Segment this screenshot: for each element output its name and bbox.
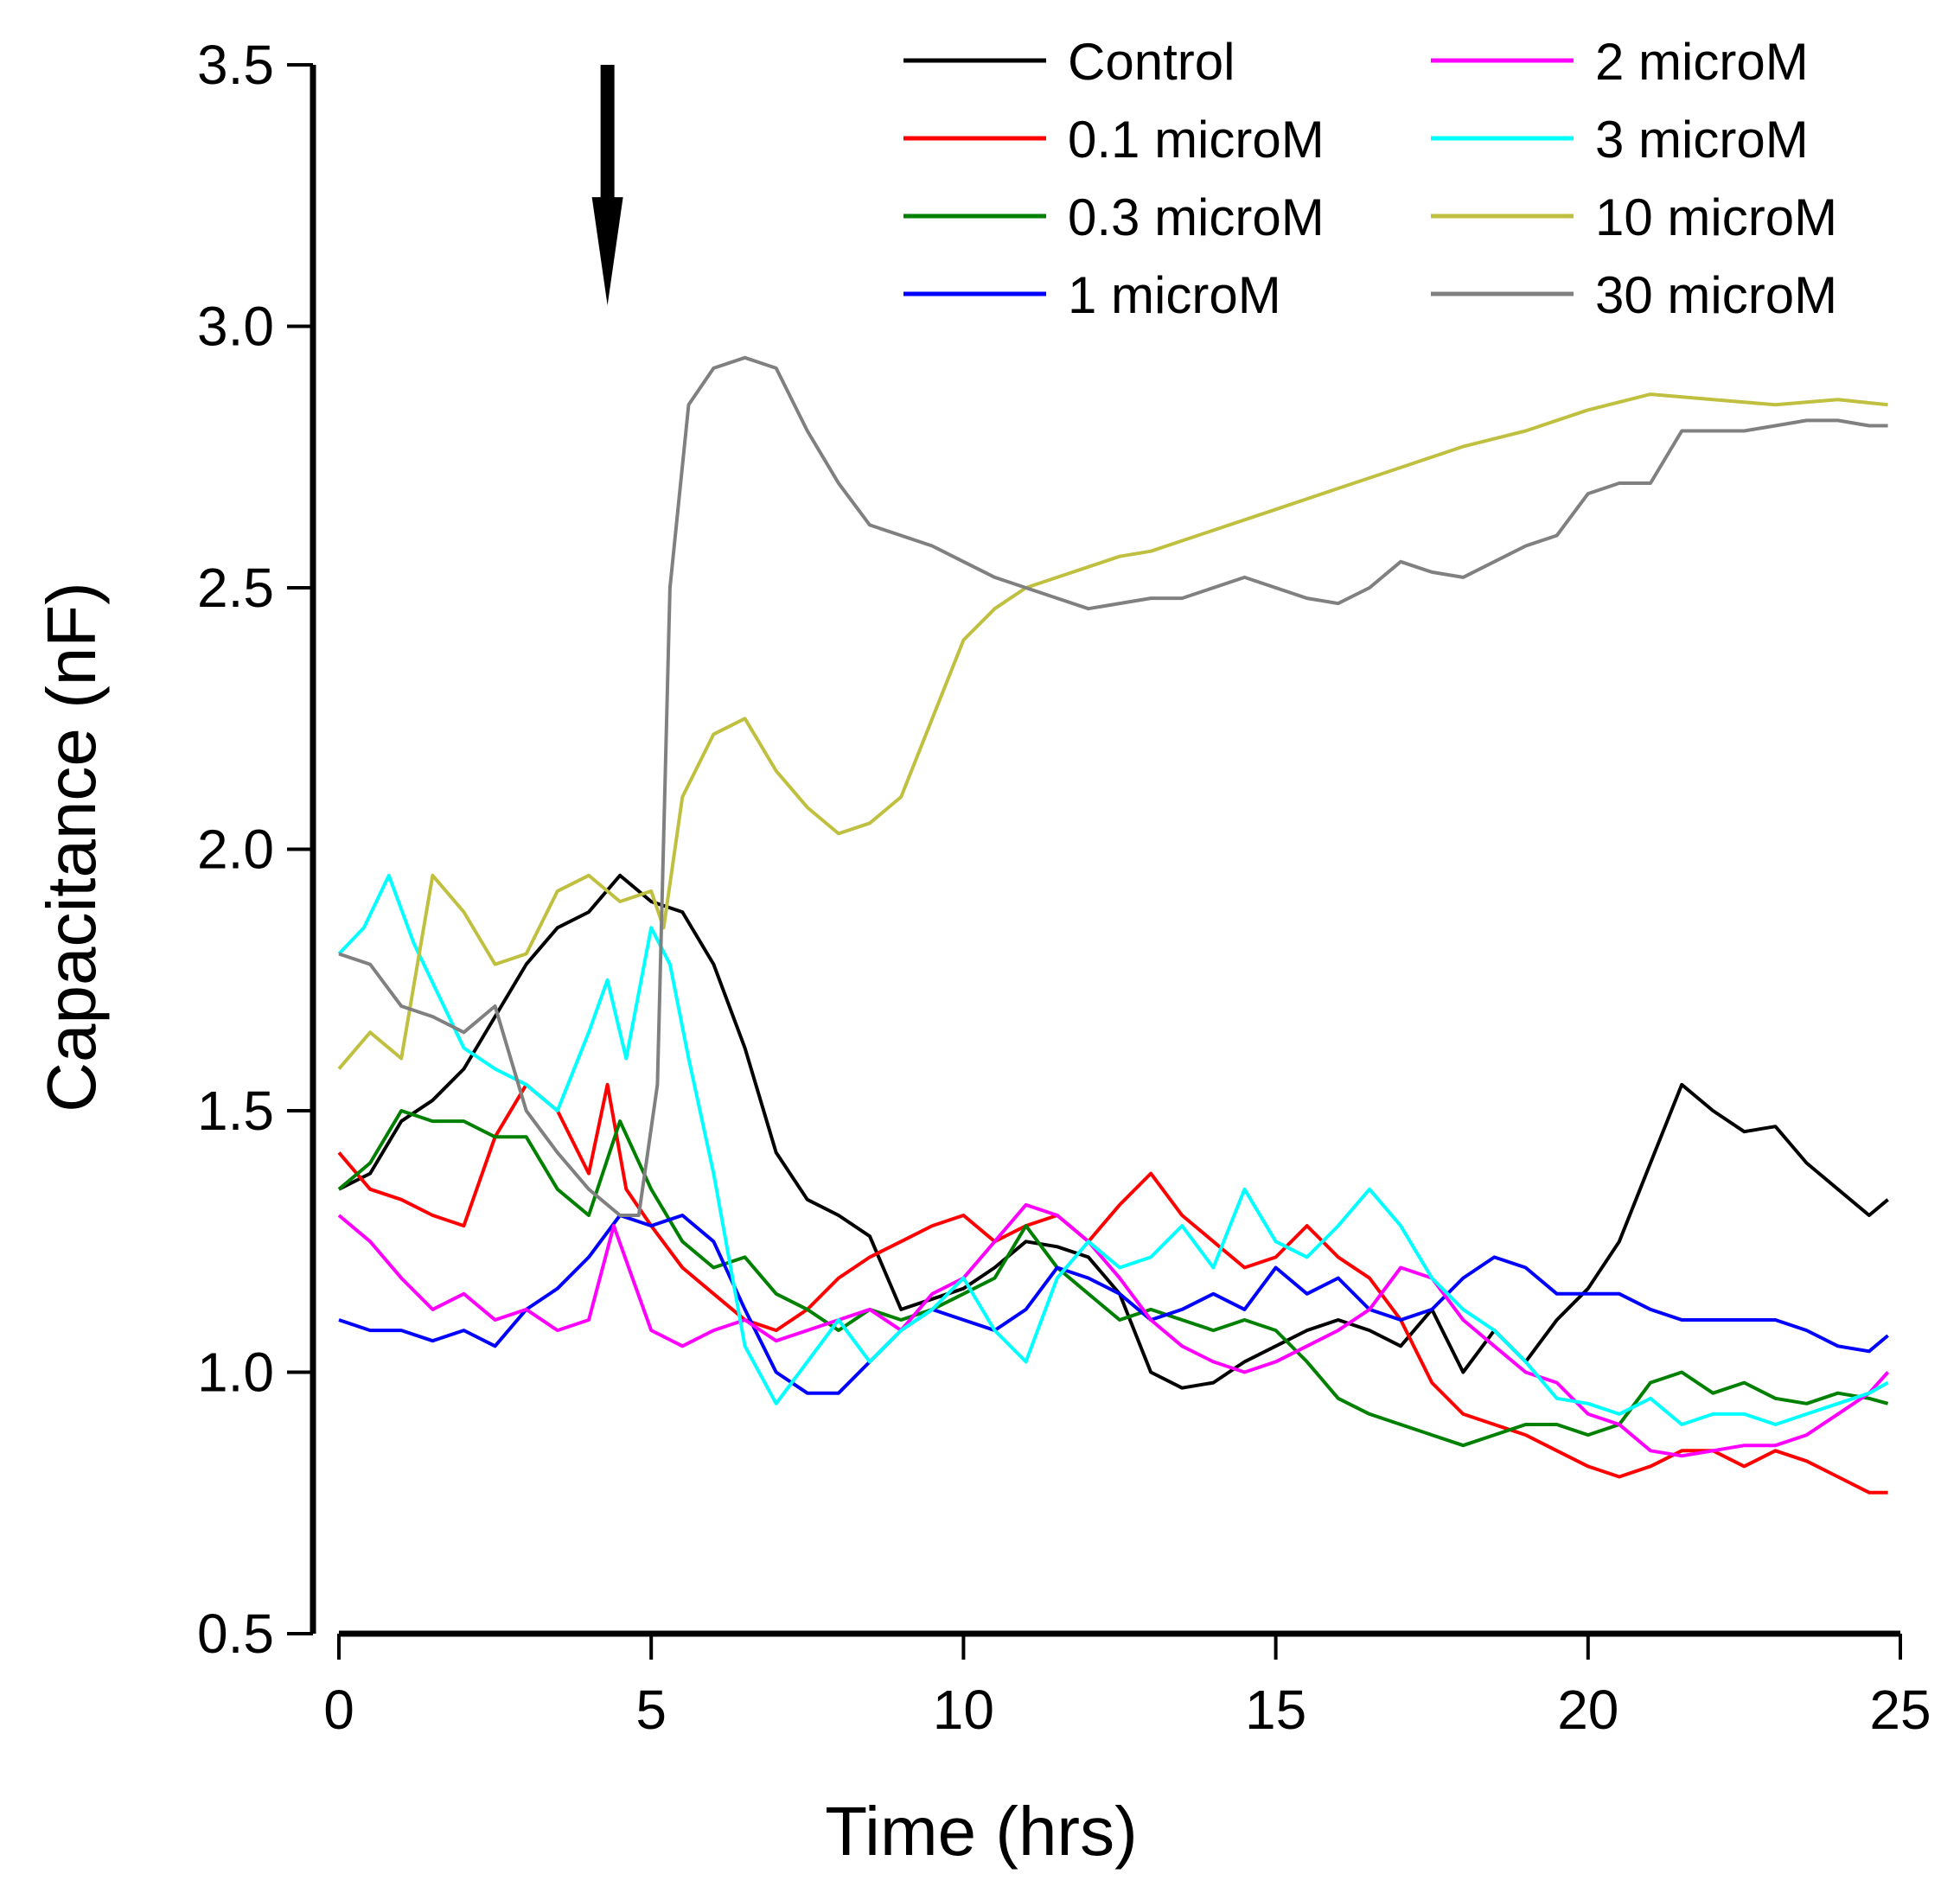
legend-label-0-3-microm: 0.3 microM [1068,188,1325,246]
y-tick-label: 2.5 [197,557,274,619]
series-line-3-microm [337,873,1889,1426]
y-tick-label: 2.0 [197,819,274,881]
series-line-30-microm [338,355,1888,1217]
x-tick-label: 20 [1557,1679,1618,1741]
x-axis-title: Time (hrs) [825,1793,1137,1870]
annotations [591,65,623,306]
y-tick-label: 3.0 [197,296,274,358]
y-tick-label: 3.5 [197,34,274,96]
series-line-0-1-microm [337,1082,1888,1495]
legend-label-3-microm: 3 microM [1595,111,1809,169]
legend-label-0-1-microm: 0.1 microM [1068,111,1325,169]
y-tick-label: 1.0 [197,1342,274,1404]
series-line-10-microm [337,392,1888,1070]
series-line-1-microm [338,1214,1889,1395]
series-lines [337,355,1890,1495]
legend-label-10-microm: 10 microM [1595,188,1837,246]
arrow-shaft [600,65,615,209]
x-tick-label: 15 [1245,1679,1306,1741]
legend: Control 0.1 microM 0.3 microM 1 microM 2 mic… [903,33,1837,324]
series-line-0-3-microm [337,1109,1889,1448]
legend-label-1-microm: 1 microM [1068,266,1281,324]
arrow-down-icon [591,197,623,306]
x-tick-label: 5 [635,1679,667,1741]
series-line-2-microm [337,1202,1890,1458]
legend-label-2-microm: 2 microM [1595,33,1809,91]
axes: 0.5 1.0 1.5 2.0 2.5 3.0 3.5 0 5 10 15 20 25 [197,34,1931,1741]
legend-label-control: Control [1068,33,1235,91]
y-axis-title: Capacitance (nF) [33,582,110,1112]
x-tick-label: 0 [323,1679,354,1741]
x-tick-label: 25 [1869,1679,1931,1741]
y-tick-label: 1.5 [197,1080,274,1142]
legend-label-30-microm: 30 microM [1595,266,1837,324]
x-tick-label: 10 [933,1679,994,1741]
y-tick-label: 0.5 [197,1603,274,1665]
